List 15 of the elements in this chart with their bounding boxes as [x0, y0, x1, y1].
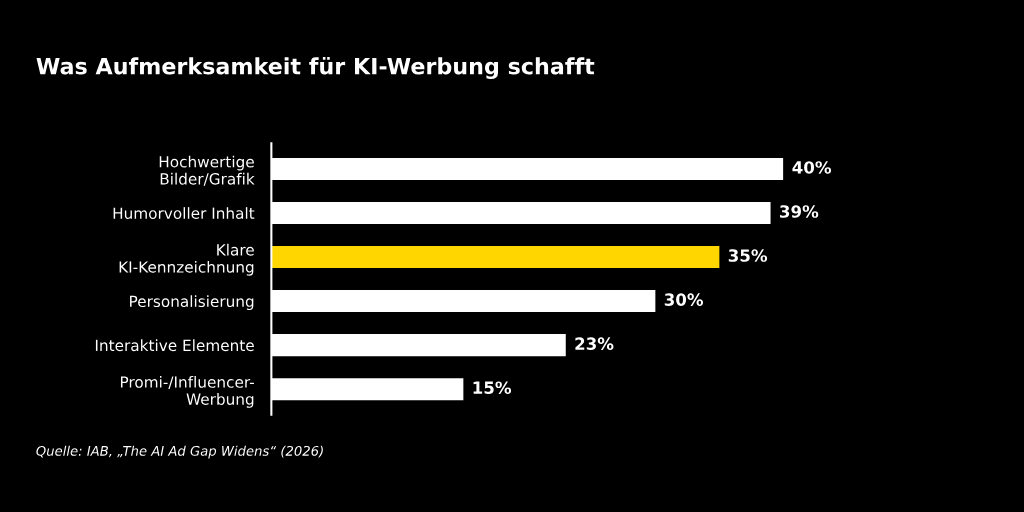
data-label: 35%	[728, 249, 768, 262]
data-label: 30%	[664, 293, 704, 306]
data-label: 39%	[780, 205, 819, 218]
y-tick-label: Promi-/Influencer- Werbung	[120, 375, 254, 408]
data-label: 40%	[792, 161, 832, 174]
data-label: 15%	[473, 381, 512, 395]
y-tick-label: Humorvoller Inhalt	[113, 207, 255, 219]
chart-title: Was Aufmerksamkeit für KI-Werbung schafft	[36, 57, 595, 80]
y-tick-label: Personalisierung	[130, 295, 254, 311]
y-tick-label: Hochwertige Bilder/Grafik	[159, 155, 255, 186]
source-note: Quelle: IAB, „The AI Ad Gap Widens“ (2026)	[36, 445, 323, 459]
y-tick-label: Interaktive Elemente	[95, 339, 254, 352]
data-label: 23%	[575, 337, 614, 350]
bar	[271, 246, 720, 269]
y-tick-label: Klare KI-Kennzeichnung	[119, 243, 254, 276]
